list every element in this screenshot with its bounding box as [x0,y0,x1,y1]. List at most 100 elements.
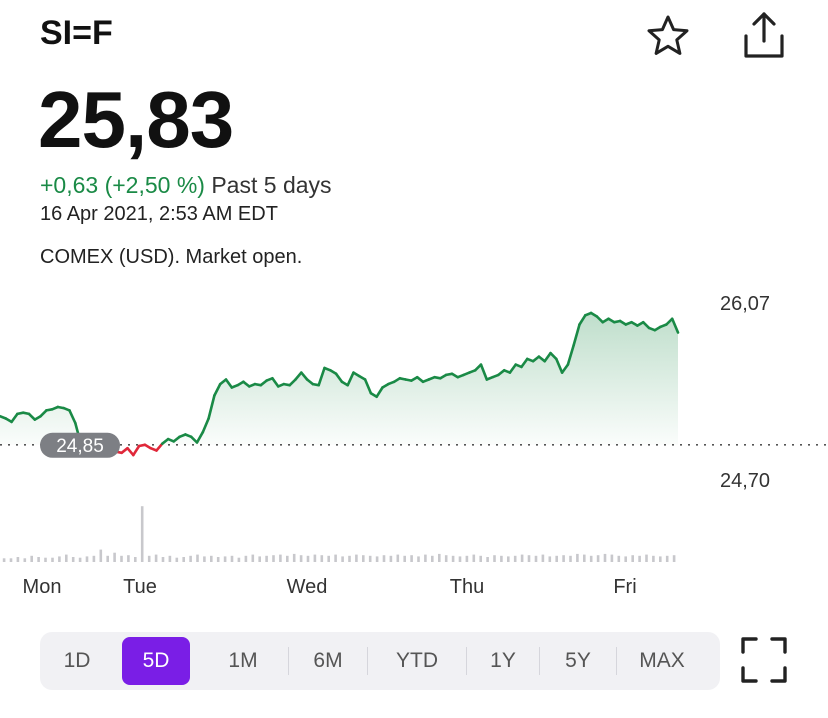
price-line-segment [288,378,297,387]
y-axis-label: 26,07 [720,293,770,315]
price-line-segment [641,320,651,330]
volume-bar [562,555,565,562]
volume-bar [65,554,68,562]
reference-pill [40,432,120,458]
volume-bar [23,558,27,562]
volume-bar [396,554,400,562]
volume-bar [120,555,123,562]
volume-bar [665,555,669,562]
volume-bar [99,549,103,562]
volume-bar [479,555,482,562]
volume-bar [555,555,558,562]
volume-bar [175,557,179,562]
price-line-segment [549,351,558,361]
volume-bar [334,554,337,562]
volume-bar [58,556,61,562]
volume-bar [493,555,496,562]
volume-bar [513,555,517,562]
volume-bar [113,552,116,562]
range-6m-button[interactable]: 6M [313,649,343,672]
volume-bar [258,556,261,562]
volume-bar [541,554,545,562]
range-max-button[interactable]: MAX [639,649,685,672]
volume-bar [486,557,489,562]
range-separator [539,647,540,675]
volume-bar [610,554,614,562]
volume-bar [189,555,192,562]
price-line-segment [299,371,309,381]
range-1y-button[interactable]: 1Y [490,649,516,672]
price-line-segment [346,371,355,387]
price-chart[interactable]: 24,85 26,07 24,70 Mon Tue Wed Thu Fri [0,285,828,605]
price-line-segment [578,313,587,326]
volume-bar [444,555,448,562]
price-line-segment [27,412,37,421]
volume-bar [286,555,289,562]
x-axis-label: Tue [123,576,157,598]
volume-bar [210,555,213,562]
volume-bar [37,557,40,562]
volume-bar [382,555,386,562]
price-change-line: +0,63 (+2,50 %) Past 5 days [40,172,332,199]
volume-bar [652,555,655,562]
volume-bar [417,556,420,562]
volume-bar [375,556,379,562]
volume-bar [431,555,434,562]
volume-bar [168,555,172,562]
volume-bar [424,554,427,562]
volume-bar [472,554,476,562]
x-axis-label: Wed [287,576,328,598]
quote-timestamp: 16 Apr 2021, 2:53 AM EDT [40,203,278,225]
volume-bar [251,554,255,562]
price-change: +0,63 (+2,50 %) [40,172,205,198]
price-line-segment [670,317,680,334]
y-axis-label: 24,70 [720,470,770,492]
volume-bar [154,554,158,562]
volume-bar [520,554,524,562]
volume-bar [272,555,275,562]
exchange-status: COMEX (USD). Market open. [40,246,303,268]
x-axis-label: Fri [613,576,636,598]
price-line-segment [479,363,489,381]
volume-bar [196,554,199,562]
share-button[interactable] [736,6,792,62]
volume-bar [576,553,579,562]
current-price: 25,83 [38,75,234,164]
price-line-segment [560,363,570,374]
volume-bar [106,555,109,562]
range-separator [367,647,368,675]
price-line-segment [189,435,199,444]
volume-bar [603,553,607,562]
price-line-segment [271,377,280,388]
volume-bar [362,555,365,562]
price-line-segment [543,351,552,363]
volume-bar [299,555,303,562]
volume-bar [244,555,248,562]
volume-bar [140,506,144,562]
volume-bar [161,557,165,562]
volume-bar [78,557,82,562]
x-axis-label: Mon [23,576,62,598]
range-5d-button[interactable]: 5D [122,637,190,685]
volume-bar [44,557,47,562]
volume-bar [92,555,96,562]
fullscreen-button[interactable] [736,632,792,688]
volume-bar [583,554,586,562]
volume-bar [355,554,358,562]
volume-bar [403,555,406,562]
range-5y-button[interactable]: 5Y [565,649,591,672]
volume-bar [458,556,462,562]
range-1d-button[interactable]: 1D [63,649,91,672]
range-separator [616,647,617,675]
reference-label: 24,85 [56,436,104,457]
range-ytd-button[interactable]: YTD [396,649,438,672]
range-1m-button[interactable]: 1M [228,649,258,672]
favorite-button[interactable] [640,8,696,64]
ticker-symbol: SI=F [40,14,113,52]
volume-bar [203,556,206,562]
price-line-segment [554,357,564,374]
volume-bar [624,556,627,562]
volume-bar [2,558,6,562]
price-line-segment [334,372,344,384]
price-line-segment [520,357,529,369]
